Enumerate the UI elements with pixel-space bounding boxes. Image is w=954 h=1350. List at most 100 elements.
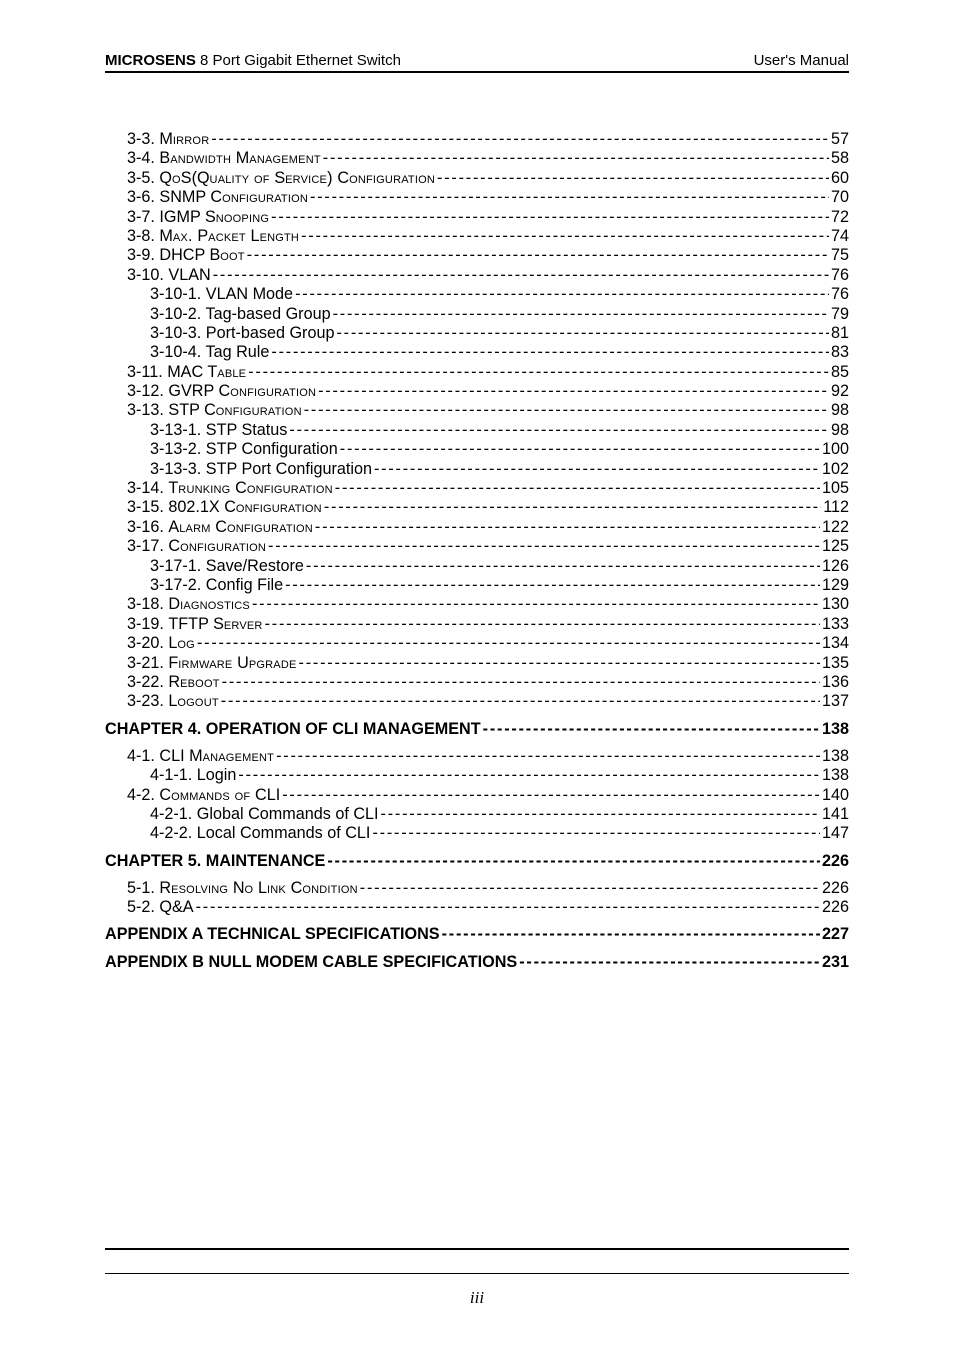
toc-page: 126 <box>822 558 849 574</box>
toc-page: 92 <box>831 383 849 399</box>
toc-entry: 3-22. Reboot 136 <box>105 674 849 690</box>
toc-leader <box>301 228 829 244</box>
toc-page: 141 <box>822 806 849 822</box>
toc-entry: 3-15. 802.1X Configuration 112 <box>105 499 849 515</box>
toc-page: 85 <box>831 364 849 380</box>
toc-label: 3-7. IGMP Snooping <box>127 209 269 225</box>
toc-page: 231 <box>822 954 849 970</box>
toc-leader <box>247 247 829 263</box>
toc-leader <box>310 189 829 205</box>
header-right: User's Manual <box>754 52 849 69</box>
toc-entry: 3-23. Logout 137 <box>105 693 849 709</box>
toc-entry: 3-11. MAC Table 85 <box>105 364 849 380</box>
toc-leader <box>285 577 820 593</box>
toc-label: 3-11. MAC Table <box>127 364 246 380</box>
toc-label: 4-2-1. Global Commands of CLI <box>150 806 379 822</box>
toc-leader <box>221 693 820 709</box>
toc-entry: 3-5. QoS(Quality of Service) Configurati… <box>105 170 849 186</box>
toc-entry: CHAPTER 5. MAINTENANCE 226 <box>105 853 849 869</box>
toc-entry: 3-13-3. STP Port Configuration 102 <box>105 461 849 477</box>
toc-entry: 3-13. STP Configuration98 <box>105 402 849 418</box>
toc-leader <box>437 170 829 186</box>
toc-entry: 3-17. Configuration 125 <box>105 538 849 554</box>
page: MICROSENS 8 Port Gigabit Ethernet Switch… <box>0 0 954 1350</box>
toc-label: 3-23. Logout <box>127 693 219 709</box>
toc-entry: 3-10-3. Port-based Group 81 <box>105 325 849 341</box>
header-brand: MICROSENS <box>105 52 196 69</box>
toc-leader <box>271 344 829 360</box>
toc-leader <box>340 441 820 457</box>
toc-leader <box>519 954 820 970</box>
toc-label: 3-17-2. Config File <box>150 577 283 593</box>
toc-leader <box>299 655 820 671</box>
toc-entry: APPENDIX B NULL MODEM CABLE SPECIFICATIO… <box>105 954 849 970</box>
toc-page: 72 <box>831 209 849 225</box>
toc-label: 3-16. Alarm Configuration <box>127 519 313 535</box>
toc-label: 3-15. 802.1X Configuration <box>127 499 322 515</box>
toc-leader <box>196 899 820 915</box>
toc-label: 3-18. Diagnostics <box>127 596 250 612</box>
toc-page: 76 <box>831 286 849 302</box>
toc-label: 3-21. Firmware Upgrade <box>127 655 297 671</box>
toc-entry: 4-2-2. Local Commands of CLI 147 <box>105 825 849 841</box>
toc-leader <box>335 480 820 496</box>
toc-label: 3-13-1. STP Status <box>150 422 287 438</box>
toc-page: 138 <box>822 748 849 764</box>
toc-label: 3-10-4. Tag Rule <box>150 344 269 360</box>
toc-page: 79 <box>831 306 849 322</box>
toc-entry: 5-2. Q&A 226 <box>105 899 849 915</box>
toc-entry: 3-8. Max. Packet Length 74 <box>105 228 849 244</box>
toc-label: 3-4. Bandwidth Management <box>127 150 321 166</box>
toc-leader <box>271 209 829 225</box>
toc-entry: CHAPTER 4. OPERATION OF CLI MANAGEMENT 1… <box>105 721 849 737</box>
toc-label: 3-5. QoS(Quality of Service) Configurati… <box>127 170 435 186</box>
toc-entry: 3-13-2. STP Configuration 100 <box>105 441 849 457</box>
toc-label: 3-20. Log <box>127 635 195 651</box>
toc-leader <box>252 596 820 612</box>
toc-label: 5-1. Resolving No Link Condition <box>127 880 358 896</box>
toc-entry: 3-14. Trunking Configuration 105 <box>105 480 849 496</box>
toc-page: 226 <box>822 853 849 869</box>
table-of-contents: 3-3. Mirror573-4. Bandwidth Management58… <box>105 131 849 970</box>
toc-leader <box>265 616 820 632</box>
toc-entry: 4-1-1. Login 138 <box>105 767 849 783</box>
toc-entry: 3-10-4. Tag Rule 83 <box>105 344 849 360</box>
toc-entry: 3-16. Alarm Configuration 122 <box>105 519 849 535</box>
toc-label: 4-2-2. Local Commands of CLI <box>150 825 370 841</box>
toc-label: APPENDIX B NULL MODEM CABLE SPECIFICATIO… <box>105 954 517 970</box>
toc-entry: 3-17-1. Save/Restore 126 <box>105 558 849 574</box>
toc-leader <box>374 461 820 477</box>
toc-entry: 3-6. SNMP Configuration 70 <box>105 189 849 205</box>
footer-rule-thin <box>105 1273 849 1274</box>
toc-entry: 4-2. Commands of CLI 140 <box>105 787 849 803</box>
toc-page: 137 <box>822 693 849 709</box>
toc-label: 4-2. Commands of CLI <box>127 787 280 803</box>
toc-leader <box>327 853 820 869</box>
toc-entry: 3-10-2. Tag-based Group 79 <box>105 306 849 322</box>
toc-entry: 3-19. TFTP Server 133 <box>105 616 849 632</box>
toc-leader <box>282 787 820 803</box>
toc-leader <box>315 519 820 535</box>
toc-entry: 3-21. Firmware Upgrade 135 <box>105 655 849 671</box>
toc-leader <box>268 538 820 554</box>
toc-page: 57 <box>831 131 849 147</box>
toc-label: 4-1. CLI Management <box>127 748 274 764</box>
toc-label: 5-2. Q&A <box>127 899 194 915</box>
toc-leader <box>238 767 820 783</box>
toc-page: 122 <box>822 519 849 535</box>
toc-leader <box>248 364 829 380</box>
toc-label: 3-8. Max. Packet Length <box>127 228 299 244</box>
toc-page: 129 <box>822 577 849 593</box>
toc-entry: 3-4. Bandwidth Management58 <box>105 150 849 166</box>
toc-leader <box>289 422 829 438</box>
toc-label: 3-6. SNMP Configuration <box>127 189 308 205</box>
toc-entry: 3-7. IGMP Snooping 72 <box>105 209 849 225</box>
toc-leader <box>276 748 820 764</box>
header-rule <box>105 71 849 73</box>
toc-leader <box>323 150 829 166</box>
toc-entry: 3-20. Log 134 <box>105 635 849 651</box>
toc-page: 70 <box>831 189 849 205</box>
header-product: 8 Port Gigabit Ethernet Switch <box>196 52 401 69</box>
toc-leader <box>295 286 829 302</box>
toc-page: 135 <box>822 655 849 671</box>
